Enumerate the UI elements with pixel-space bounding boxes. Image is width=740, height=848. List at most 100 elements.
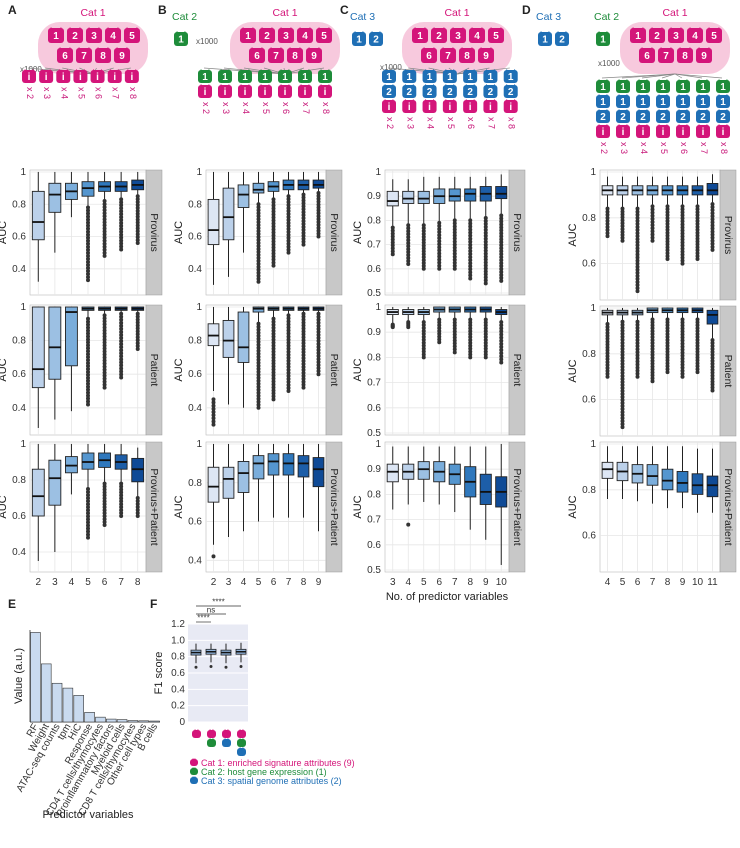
badge-label: 2 — [700, 112, 706, 123]
outlier-point — [680, 332, 685, 337]
x-tick-label: 3 — [52, 577, 58, 588]
outlier-point — [256, 235, 261, 240]
badge-body — [616, 125, 630, 138]
outlier-point — [286, 244, 291, 249]
outlier-point — [635, 267, 640, 272]
badge-body — [90, 70, 105, 83]
badge-ear-right — [193, 776, 197, 780]
box-4 — [237, 307, 250, 408]
outlier-point — [316, 193, 321, 198]
outlier-point — [316, 217, 321, 222]
badge-body — [469, 28, 485, 43]
outlier-point — [316, 311, 321, 316]
combo-item: 1 — [696, 94, 710, 108]
badge-ear-right — [705, 109, 709, 113]
box-9 — [676, 307, 689, 379]
outlier-point — [119, 197, 124, 202]
combo-item: i — [676, 124, 690, 138]
outlier-point — [102, 385, 107, 390]
outlier-point — [271, 212, 276, 217]
y-tick-label: 0.5 — [367, 428, 381, 439]
y-axis-label: Value (a.u.) — [13, 648, 25, 704]
outlier-point — [256, 354, 261, 359]
badge-body — [218, 85, 232, 98]
outlier-point — [135, 338, 140, 343]
outlier-point — [710, 211, 715, 216]
facet-strip — [719, 305, 737, 437]
badge-label: 9 — [483, 51, 489, 62]
badge-label: 7 — [81, 51, 87, 62]
box-body — [691, 473, 704, 495]
badge-ear-right — [669, 47, 673, 51]
facet-strip — [145, 169, 163, 296]
outlier-point — [390, 228, 395, 233]
y-tick-label: 1 — [590, 167, 596, 178]
outlier-point — [119, 333, 124, 337]
badge-label: 1 — [660, 82, 666, 93]
badge-label: 2 — [427, 87, 433, 98]
badge-label: 4 — [474, 31, 480, 42]
outlier-point — [452, 248, 457, 253]
repeat-count: x 7 — [486, 117, 496, 129]
badge-label: 6 — [426, 51, 432, 62]
outlier-point — [256, 336, 261, 341]
badge-body — [114, 48, 130, 63]
cat1-item: 1 — [48, 27, 64, 43]
badge-ear-right — [267, 84, 271, 88]
badge-label: i — [224, 87, 227, 98]
badge-ear-left — [697, 79, 701, 83]
outlier-point — [680, 353, 685, 358]
y-tick-label: 0.6 — [367, 264, 381, 275]
outlier-point — [256, 333, 261, 338]
box-7 — [114, 306, 128, 380]
outlier-point — [316, 360, 321, 365]
sampling-multiplier: x1000 — [196, 37, 218, 46]
outlier-point — [452, 344, 457, 349]
bar — [41, 663, 52, 723]
combo-item: i — [124, 69, 139, 83]
badge-ear-right — [660, 27, 664, 31]
badge-ear-right — [725, 124, 729, 128]
outlier-point — [271, 209, 276, 214]
outlier-point — [271, 364, 276, 369]
outlier-point — [499, 231, 504, 236]
outlier-point — [86, 511, 90, 516]
badge-label: 1 — [635, 31, 641, 42]
outlier-point — [680, 350, 685, 355]
outlier-point — [286, 385, 291, 390]
outlier-point — [256, 327, 261, 332]
combo-item: i — [298, 84, 312, 98]
badge-body — [422, 70, 437, 83]
outlier-point — [316, 205, 321, 210]
badge-ear-right — [196, 729, 200, 733]
badge-label: 1 — [700, 97, 706, 108]
badge-body — [22, 70, 36, 83]
outlier-point — [650, 216, 655, 221]
outlier-point — [635, 243, 640, 248]
outlier-point — [483, 236, 488, 241]
outlier-point — [421, 346, 426, 351]
outlier-point — [468, 343, 473, 348]
badge-ear-left — [597, 124, 601, 128]
box-body — [31, 468, 45, 517]
outlier-point — [499, 237, 504, 242]
outlier-point — [119, 375, 124, 380]
outlier-point — [620, 232, 625, 237]
badge-ear-left — [23, 69, 27, 73]
badge-ear-right — [125, 47, 129, 51]
facet-strip — [325, 441, 343, 573]
outlier-point — [499, 326, 504, 331]
repeat-count: x 5 — [446, 117, 456, 129]
badge-label: i — [113, 72, 116, 83]
box-6 — [98, 444, 111, 527]
box-body — [237, 460, 250, 493]
box-4 — [65, 172, 78, 218]
outlier-point — [680, 356, 685, 361]
facet-strip-label: Provirus — [511, 213, 523, 252]
y-axis-label: AUC — [352, 221, 364, 244]
outlier-point — [224, 665, 228, 669]
outlier-point — [483, 242, 488, 247]
outlier-point — [468, 230, 473, 235]
